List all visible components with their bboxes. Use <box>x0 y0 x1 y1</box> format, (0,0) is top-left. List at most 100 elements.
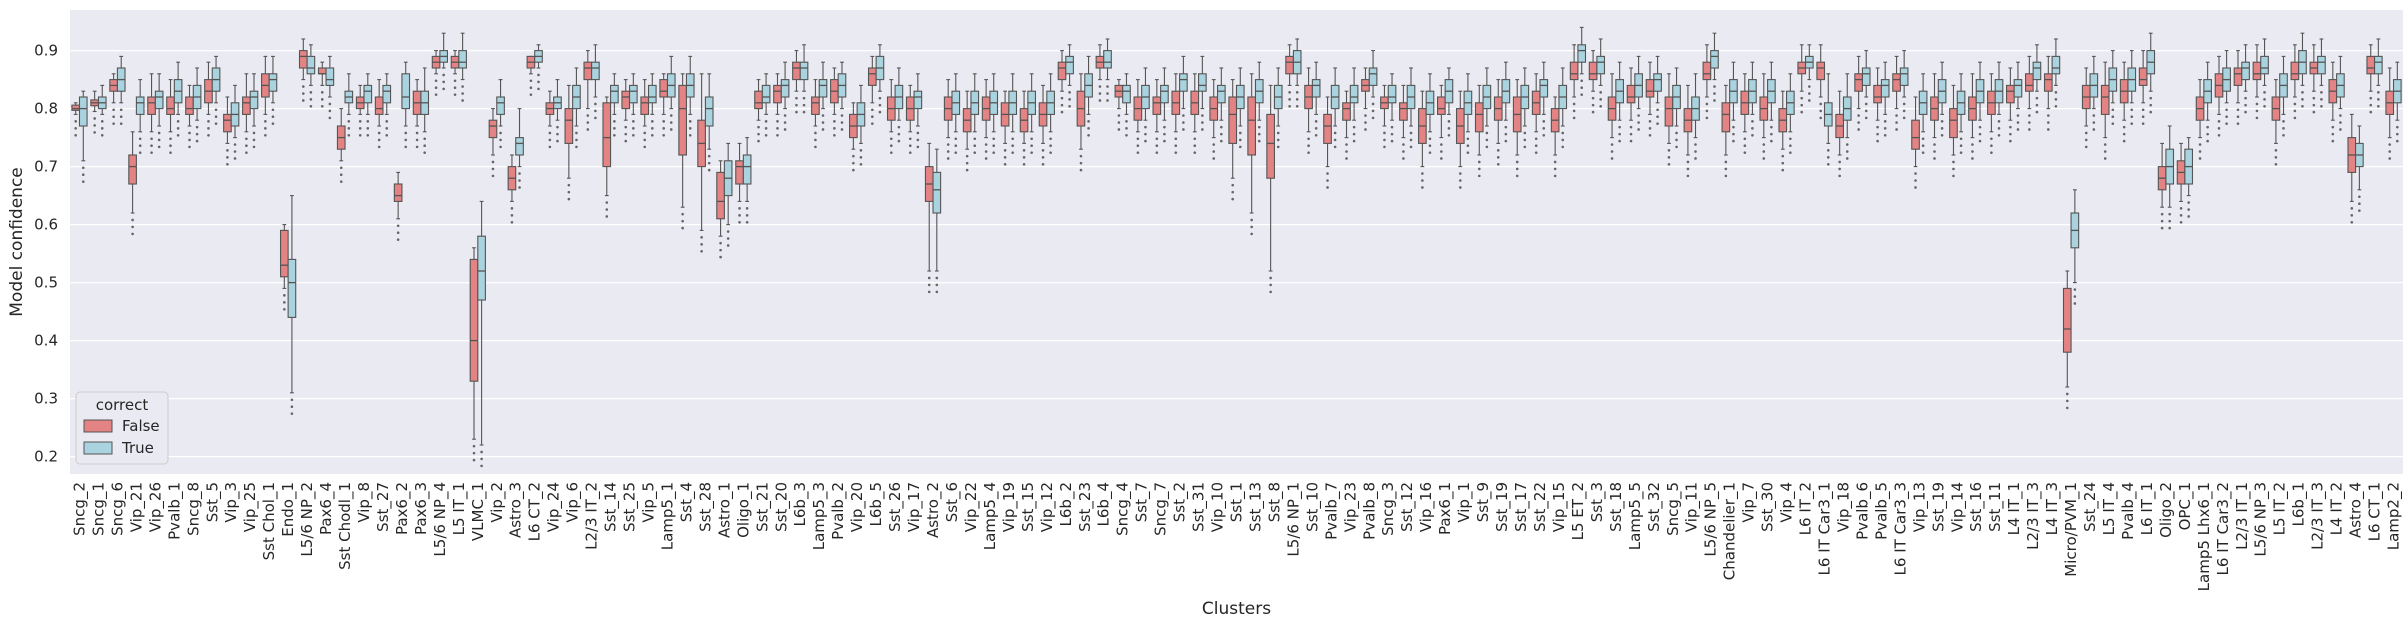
box-true <box>1994 61 2004 137</box>
x-tick-label: Pvalb_5 <box>1872 482 1891 540</box>
outlier-point <box>1713 85 1716 88</box>
box-true <box>1084 55 1093 137</box>
box-true <box>230 84 240 160</box>
outlier-point <box>1997 127 2001 130</box>
outlier-point <box>1333 145 1337 149</box>
box-iqr <box>1596 55 1606 75</box>
outlier-point <box>2179 207 2183 210</box>
outlier-point <box>2047 121 2050 124</box>
box-iqr <box>716 171 725 220</box>
box-true <box>1235 67 1245 149</box>
outlier-point <box>1959 151 1963 154</box>
box-false <box>431 50 441 96</box>
outlier-point <box>2149 103 2153 107</box>
x-tick-label: Sst_32 <box>1645 482 1664 532</box>
outlier-point <box>2016 128 2020 131</box>
outlier-point <box>81 173 85 177</box>
box-false <box>981 79 991 160</box>
outlier-point <box>908 144 912 148</box>
outlier-point <box>226 149 229 152</box>
outlier-point <box>613 127 616 130</box>
box-iqr <box>1198 73 1207 92</box>
outlier-point <box>927 283 931 287</box>
outlier-point <box>1978 125 1982 129</box>
outlier-point <box>2084 145 2088 149</box>
box-true <box>344 73 354 137</box>
outlier-point <box>871 122 874 125</box>
box-false <box>1664 73 1674 166</box>
box-false <box>830 67 839 137</box>
box-false <box>1816 44 1826 120</box>
outlier-point <box>1705 102 1709 106</box>
outlier-point <box>2312 96 2316 100</box>
outlier-point <box>605 201 609 204</box>
box-false <box>1190 73 1200 154</box>
x-tick-label: Pax6_2 <box>393 482 412 535</box>
gridlines <box>70 49 2403 458</box>
outlier-point <box>2130 122 2134 125</box>
outlier-point <box>613 133 616 137</box>
box-iqr <box>1854 73 1863 92</box>
outlier-point <box>2396 139 2399 143</box>
outlier-point <box>2168 219 2171 223</box>
box-true <box>1216 67 1226 143</box>
outlier-point <box>2320 98 2323 101</box>
outlier-point <box>681 219 684 223</box>
box-false <box>1399 84 1408 160</box>
outlier-point <box>1838 174 1841 178</box>
outlier-point <box>2339 121 2342 124</box>
outlier-point <box>1914 179 1917 182</box>
outlier-point <box>859 149 863 152</box>
outlier-point <box>1003 156 1007 159</box>
outlier-point <box>1022 156 1026 159</box>
outlier-point <box>1402 150 1405 153</box>
x-tick-label: Astro_1 <box>715 482 734 538</box>
y-tick-label: 0.4 <box>34 332 58 350</box>
x-tick-label: Sst_8 <box>1265 482 1284 522</box>
outlier-point <box>1295 98 1299 101</box>
box-iqr <box>818 79 828 98</box>
box-true <box>1273 67 1283 149</box>
outlier-point <box>233 143 237 146</box>
outlier-point <box>946 157 950 160</box>
box-true <box>116 55 126 125</box>
outlier-point <box>1686 167 1690 171</box>
outlier-point <box>1933 150 1936 153</box>
outlier-point <box>461 99 464 102</box>
box-iqr <box>1702 61 1712 81</box>
outlier-point <box>93 124 96 127</box>
outlier-point <box>169 151 172 154</box>
outlier-point <box>908 137 912 141</box>
outlier-point <box>1326 186 1329 189</box>
outlier-point <box>1876 125 1879 129</box>
outlier-point <box>1618 139 1621 143</box>
x-tick-label: Sst_9 <box>1474 482 1493 522</box>
box-iqr <box>1861 67 1871 86</box>
legend[interactable]: correct False True <box>75 391 169 465</box>
outlier-point <box>700 243 703 246</box>
outlier-point <box>632 127 635 130</box>
box-true <box>1425 73 1435 154</box>
outlier-point <box>157 131 161 135</box>
box-iqr <box>1266 113 1275 179</box>
outlier-point <box>992 151 996 154</box>
x-tick-label: Sst_30 <box>1759 482 1778 532</box>
outlier-point <box>878 96 882 100</box>
box-true <box>2355 125 2364 212</box>
box-iqr <box>223 113 232 133</box>
box-false <box>1380 84 1389 149</box>
outlier-point <box>688 127 692 130</box>
outlier-point <box>1182 128 1185 131</box>
outlier-point <box>1997 133 2001 137</box>
outlier-point <box>2331 125 2335 129</box>
box-true <box>2108 50 2118 125</box>
outlier-point <box>1762 157 1766 160</box>
outlier-point <box>1637 121 1640 124</box>
box-true <box>1122 73 1131 137</box>
x-tick-label: Endo_1 <box>279 482 298 537</box>
box-iqr <box>780 79 790 98</box>
box-false <box>166 79 175 154</box>
outlier-point <box>1534 151 1538 154</box>
outlier-point <box>973 144 977 148</box>
outlier-point <box>1990 151 1993 154</box>
